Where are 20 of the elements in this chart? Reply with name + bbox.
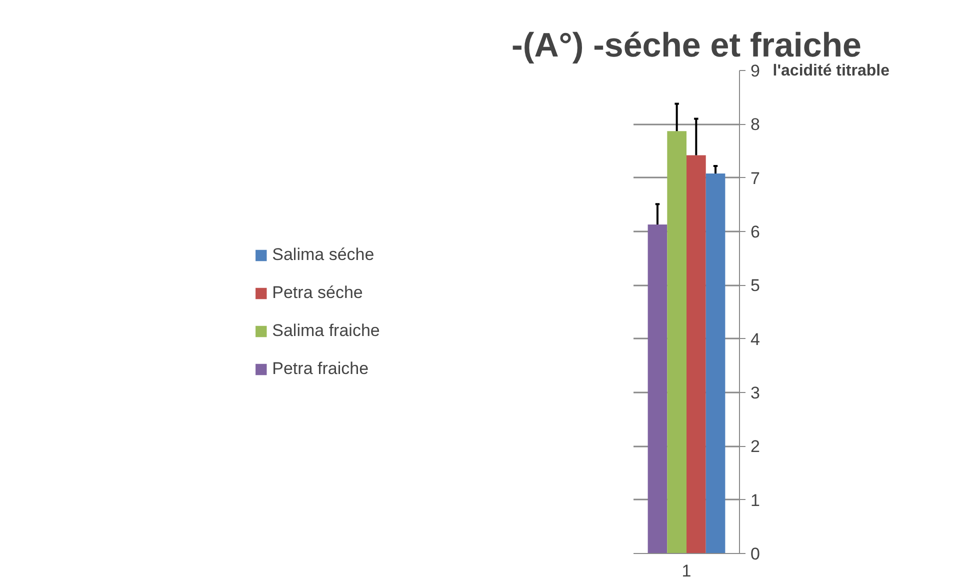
- y-tick-label: 8: [750, 115, 760, 134]
- bar: [648, 224, 668, 554]
- y-tick-label: 3: [750, 384, 760, 402]
- y-tick-label: 6: [750, 222, 760, 242]
- bar: [667, 131, 686, 554]
- y-tick-label: 1: [750, 490, 760, 510]
- y-tick-label: 4: [750, 330, 760, 349]
- y-tick-label: 2: [750, 437, 760, 456]
- y-tick-label: 0: [750, 544, 760, 564]
- y-axis-title: l'acidité titrable: [772, 62, 890, 80]
- legend-label: Salima fraiche: [272, 320, 380, 340]
- bar: [706, 174, 726, 554]
- chart-title: -(A°) -séche et fraiche: [512, 26, 862, 64]
- y-tick-label: 9: [750, 62, 760, 80]
- y-tick-label: 5: [750, 276, 760, 296]
- legend-label: Salima séche: [272, 244, 374, 264]
- y-tick-label: 7: [750, 168, 760, 188]
- legend-label: Petra séche: [272, 282, 363, 302]
- bar: [686, 155, 706, 554]
- legend-label: Petra fraiche: [272, 358, 369, 378]
